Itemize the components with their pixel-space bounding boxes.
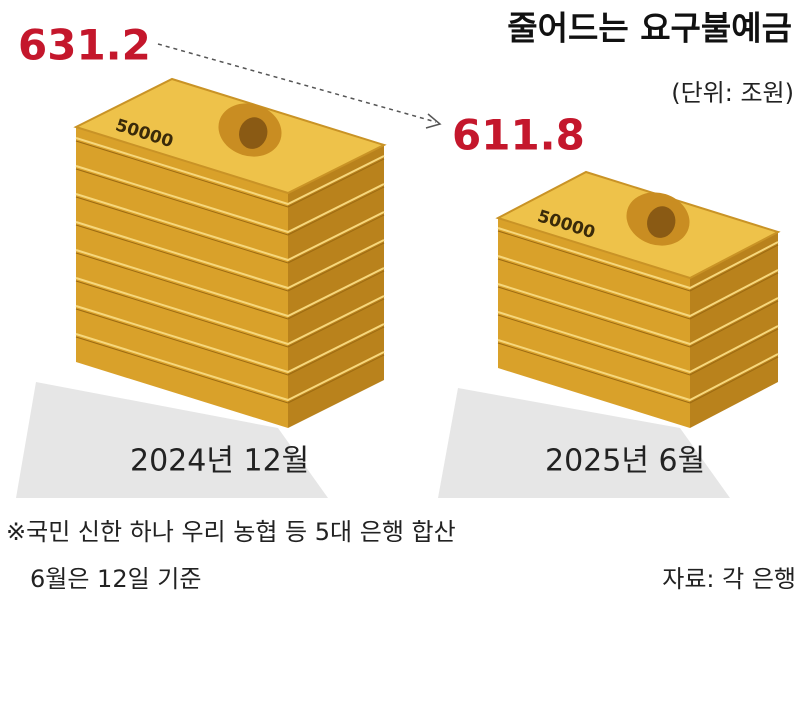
- stack-right-face: [288, 145, 384, 428]
- bill-shadow: [75, 252, 385, 320]
- bill-edge: [75, 165, 385, 234]
- portrait-face: [239, 117, 268, 149]
- chart-title: 줄어드는 요구불예금: [507, 9, 792, 48]
- bill-shadow: [497, 258, 779, 320]
- footnote: 6월은 12일 기준: [30, 565, 201, 593]
- bill-edge: [75, 249, 385, 318]
- bill-shadow: [75, 336, 385, 404]
- bill-shadow: [497, 314, 779, 376]
- bill-edge: [75, 193, 385, 262]
- bill-shadow: [75, 280, 385, 348]
- bill-shadow: [497, 286, 779, 348]
- bill-shadow: [75, 224, 385, 292]
- stack-left-face: [76, 127, 288, 428]
- bill-shadow: [497, 342, 779, 404]
- bill-edge: [497, 311, 779, 374]
- category-label: 2024년 12월: [130, 444, 309, 479]
- bill-edge: [75, 137, 385, 206]
- arrow-head: [425, 113, 442, 129]
- bill-edge: [497, 283, 779, 346]
- footnote: ※국민 신한 하나 우리 농협 등 5대 은행 합산: [6, 518, 456, 546]
- bill-edge: [497, 339, 779, 402]
- floor-shadow: [438, 388, 730, 498]
- source: 자료: 각 은행: [662, 565, 796, 593]
- bill-shadow: [75, 140, 385, 208]
- bill-edge: [497, 227, 779, 290]
- category-label: 2025년 6월: [545, 444, 705, 479]
- bill-shadow: [75, 196, 385, 264]
- bill-edge: [497, 255, 779, 318]
- value-label: 631.2: [18, 21, 151, 70]
- bill-edge: [75, 305, 385, 374]
- bill-shadow: [75, 168, 385, 236]
- bill-edge: [75, 277, 385, 346]
- value-label: 611.8: [452, 111, 585, 160]
- portrait-face: [647, 206, 676, 238]
- bill-edge: [75, 333, 385, 402]
- trend-arrow: [157, 43, 437, 123]
- bill-shadow: [497, 230, 779, 292]
- bill-edge: [75, 221, 385, 290]
- chart-subtitle: (단위: 조원): [671, 79, 794, 107]
- bill-shadow: [75, 308, 385, 376]
- floor-shadow: [16, 382, 328, 498]
